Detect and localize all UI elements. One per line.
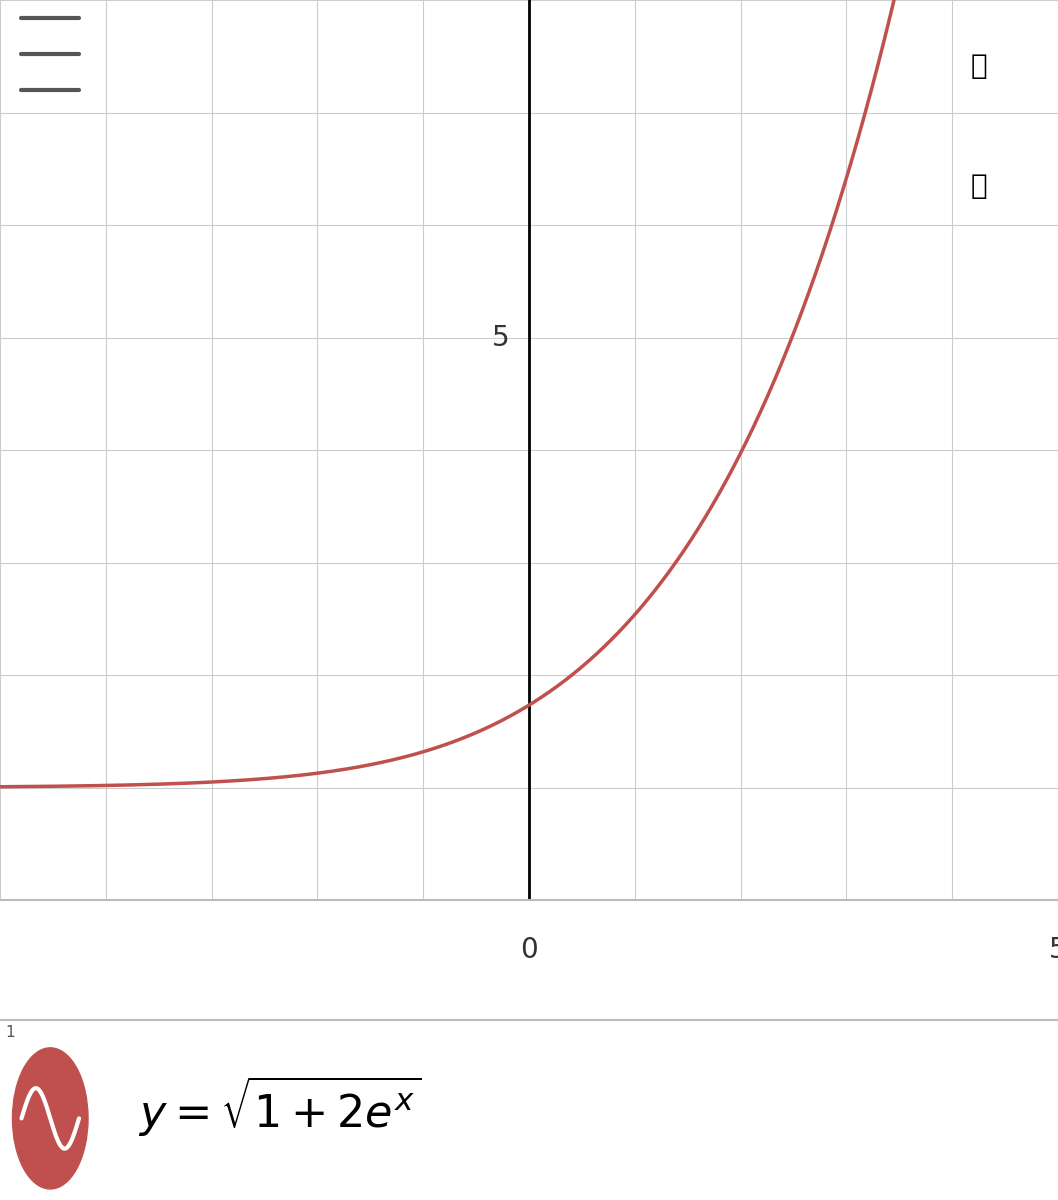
Text: 1: 1 <box>5 1025 15 1040</box>
Text: 🔧: 🔧 <box>970 52 987 80</box>
Text: 0: 0 <box>521 936 537 964</box>
Circle shape <box>13 1048 88 1189</box>
Text: 🏠: 🏠 <box>970 172 987 200</box>
Text: 5: 5 <box>1050 936 1058 964</box>
Text: 5: 5 <box>492 324 510 352</box>
Text: $y = \sqrt{1 + 2e^x}$: $y = \sqrt{1 + 2e^x}$ <box>138 1074 421 1139</box>
